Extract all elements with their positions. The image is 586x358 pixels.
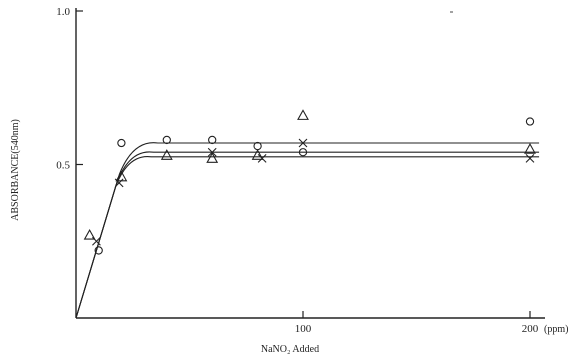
axis-ticks bbox=[76, 10, 531, 318]
marker-cross bbox=[114, 178, 124, 188]
marker-circle bbox=[208, 135, 217, 145]
fit-curve-2 bbox=[75, 151, 540, 319]
marker-cross bbox=[92, 236, 101, 246]
marker-circle bbox=[162, 135, 171, 145]
x-tick-label-100: 100 bbox=[295, 323, 312, 335]
x-axis-unit: (ppm) bbox=[544, 324, 568, 335]
marker-circle bbox=[525, 117, 535, 126]
fit-curve-1 bbox=[75, 142, 540, 319]
y-tick-label-0.5: 0.5 bbox=[56, 160, 70, 172]
marker-cross bbox=[525, 153, 535, 163]
marker-triangle bbox=[297, 109, 309, 120]
data-markers bbox=[83, 109, 536, 255]
marker-circle bbox=[117, 138, 126, 148]
x-tick-label-200: 200 bbox=[522, 323, 539, 335]
fit-curve-3 bbox=[75, 156, 540, 319]
marker-cross bbox=[298, 138, 308, 148]
marker-circle bbox=[94, 246, 103, 255]
marker-circle bbox=[298, 148, 308, 157]
y-tick-label-1.0: 1.0 bbox=[56, 6, 70, 18]
marker-triangle bbox=[251, 149, 264, 160]
fit-curves bbox=[75, 142, 540, 319]
marker-triangle bbox=[524, 143, 536, 154]
x-axis-title: NaNO₂ Added bbox=[261, 344, 319, 355]
y-axis-title: ABSORBANCE(540nm) bbox=[10, 119, 21, 221]
marker-cross bbox=[257, 153, 267, 163]
marker-triangle bbox=[160, 149, 173, 160]
marker-triangle bbox=[83, 228, 96, 240]
marker-triangle bbox=[206, 152, 219, 163]
marker-cross bbox=[207, 147, 217, 157]
